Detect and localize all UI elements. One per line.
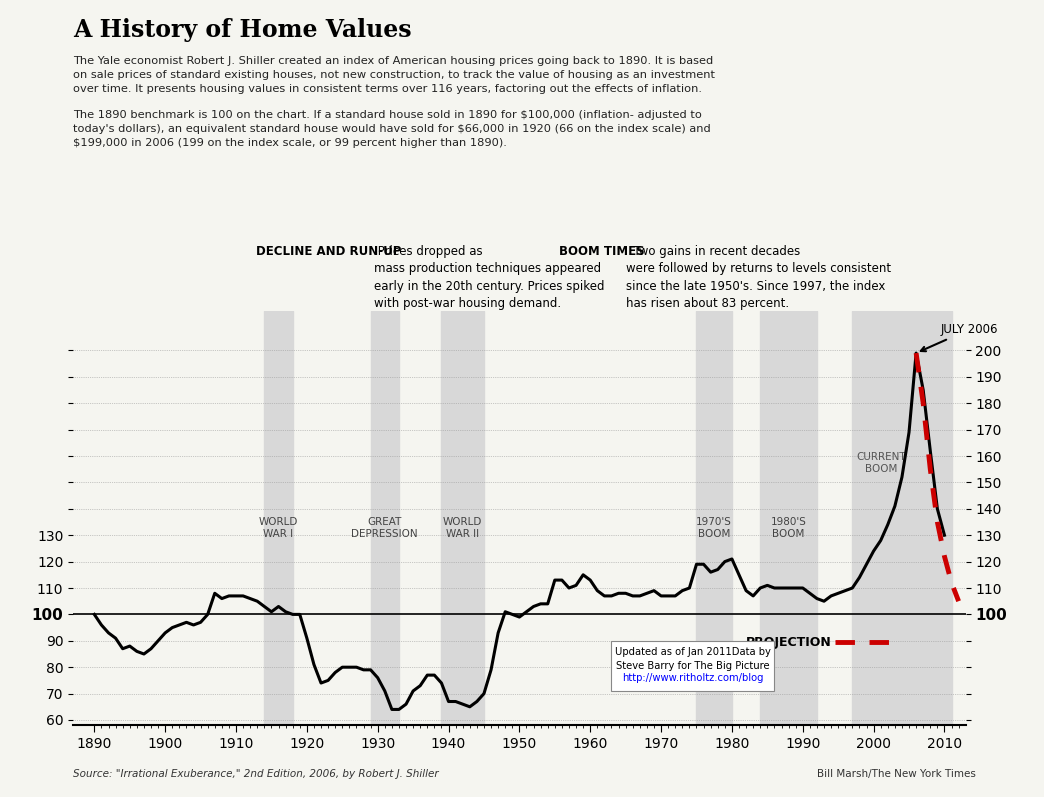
Bar xyxy=(760,311,816,725)
Bar xyxy=(696,311,732,725)
Text: GREAT
DEPRESSION: GREAT DEPRESSION xyxy=(352,516,418,539)
Text: JULY 2006: JULY 2006 xyxy=(921,323,998,351)
Bar xyxy=(264,311,292,725)
Text: 1980'S
BOOM: 1980'S BOOM xyxy=(770,516,807,539)
Text: BOOM TIMES: BOOM TIMES xyxy=(559,245,644,257)
Text: http://www.ritholtz.com/blog: http://www.ritholtz.com/blog xyxy=(622,673,764,683)
Text: CURRENT
BOOM: CURRENT BOOM xyxy=(856,452,905,474)
Text: 1970'S
BOOM: 1970'S BOOM xyxy=(696,516,732,539)
FancyBboxPatch shape xyxy=(612,641,775,691)
Text: DECLINE AND RUN-UP: DECLINE AND RUN-UP xyxy=(256,245,401,257)
Bar xyxy=(371,311,399,725)
Bar xyxy=(852,311,951,725)
Bar xyxy=(442,311,484,725)
Text: WORLD
WAR II: WORLD WAR II xyxy=(443,516,482,539)
Text: The 1890 benchmark is 100 on the chart. If a standard house sold in 1890 for $10: The 1890 benchmark is 100 on the chart. … xyxy=(73,110,711,148)
Text: The Yale economist Robert J. Shiller created an index of American housing prices: The Yale economist Robert J. Shiller cre… xyxy=(73,56,715,94)
Text: A History of Home Values: A History of Home Values xyxy=(73,18,411,41)
Text: Two gains in recent decades
were followed by returns to levels consistent
since : Two gains in recent decades were followe… xyxy=(626,245,892,310)
Text: Prices dropped as
mass production techniques appeared
early in the 20th century.: Prices dropped as mass production techni… xyxy=(374,245,604,310)
Text: Source: "Irrational Exuberance," 2nd Edition, 2006, by Robert J. Shiller: Source: "Irrational Exuberance," 2nd Edi… xyxy=(73,769,438,779)
Text: Updated as of Jan 2011Data by
Steve Barry for The Big Picture: Updated as of Jan 2011Data by Steve Barr… xyxy=(615,647,770,671)
Text: PROJECTION: PROJECTION xyxy=(746,636,832,649)
Text: WORLD
WAR I: WORLD WAR I xyxy=(259,516,299,539)
Text: Bill Marsh/The New York Times: Bill Marsh/The New York Times xyxy=(817,769,976,779)
